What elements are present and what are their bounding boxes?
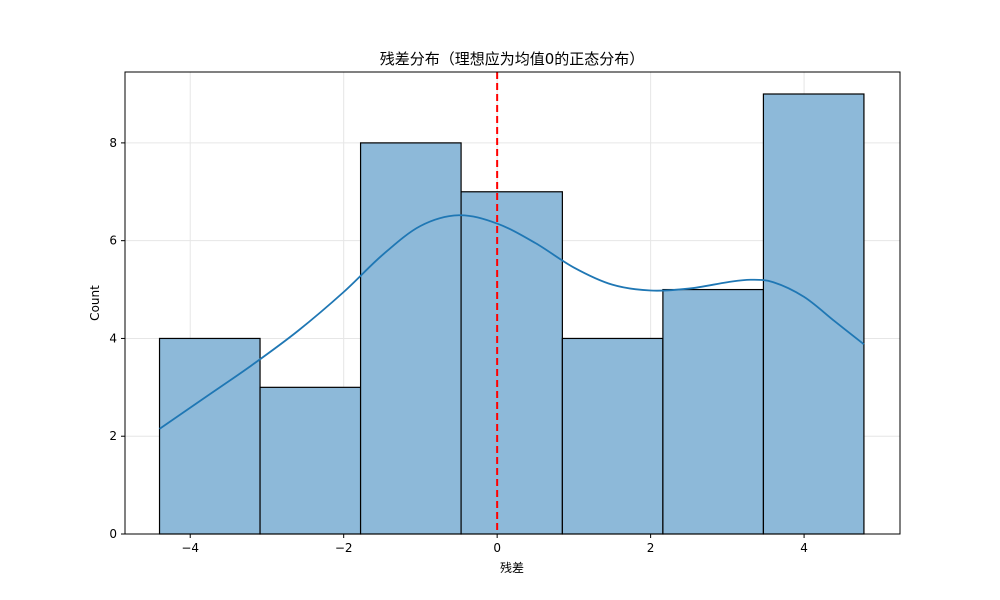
x-tick-label: −4	[181, 541, 199, 555]
axis-ticks: −4 −2 0 2 4 0 2 4 6 8	[109, 136, 808, 555]
y-tick-label: 6	[109, 234, 117, 248]
histogram-bars	[158, 93, 865, 535]
kde-curve	[159, 214, 865, 430]
histogram-bar	[359, 142, 462, 535]
plot-frame	[124, 71, 901, 535]
chart-title: 残差分布（理想应为均值0的正态分布）	[380, 50, 645, 68]
histogram-bar	[460, 191, 563, 535]
kde-line	[159, 214, 865, 430]
histogram-bar	[662, 288, 765, 535]
y-tick-label: 8	[109, 136, 117, 150]
x-tick-label: 4	[800, 541, 808, 555]
x-axis-label: 残差	[500, 561, 524, 575]
histogram-bar	[561, 337, 664, 535]
x-tick-label: 2	[647, 541, 655, 555]
histogram-bar	[259, 386, 362, 535]
y-tick-label: 2	[109, 429, 117, 443]
y-axis-label: Count	[88, 285, 102, 321]
histogram-bar	[762, 93, 865, 535]
y-tick-label: 0	[109, 527, 117, 541]
histogram-bar	[158, 337, 261, 535]
x-tick-label: −2	[335, 541, 353, 555]
x-tick-label: 0	[493, 541, 501, 555]
y-tick-label: 4	[109, 331, 117, 345]
